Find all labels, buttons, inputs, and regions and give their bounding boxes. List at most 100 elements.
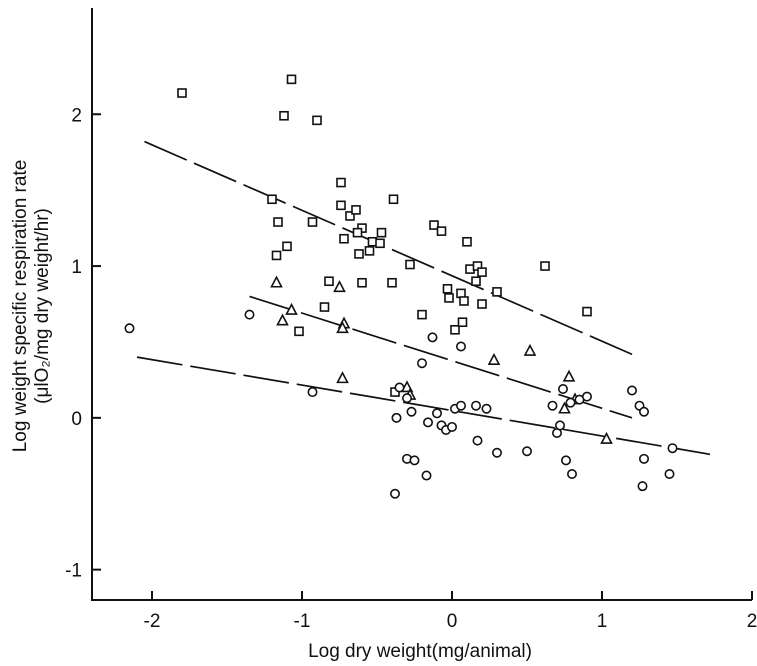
x-tick-label: -1 bbox=[294, 611, 311, 632]
x-axis-label: Log dry weight(mg/animal) bbox=[308, 641, 532, 662]
point-triangle bbox=[558, 401, 571, 414]
point-square bbox=[450, 325, 460, 335]
x-axis-ticks: -2 -1 0 1 2 bbox=[144, 591, 757, 632]
point-square bbox=[477, 267, 487, 277]
point-square bbox=[376, 227, 387, 238]
axis-frame bbox=[91, 8, 752, 601]
point-square bbox=[492, 287, 502, 297]
point-circle bbox=[581, 391, 592, 402]
point-triangle bbox=[523, 343, 537, 356]
point-square bbox=[354, 249, 364, 259]
point-triangle bbox=[276, 313, 289, 326]
point-circle bbox=[638, 406, 649, 417]
point-circle bbox=[491, 447, 502, 458]
point-square bbox=[459, 296, 469, 306]
point-square bbox=[339, 233, 349, 244]
point-circle bbox=[557, 384, 568, 395]
point-square bbox=[405, 259, 415, 270]
axes bbox=[91, 8, 752, 601]
point-circle bbox=[446, 421, 457, 432]
point-square bbox=[442, 284, 453, 294]
point-square bbox=[282, 241, 292, 252]
y-axis-ticks: -1 0 1 2 bbox=[65, 105, 101, 582]
point-triangle bbox=[270, 275, 283, 288]
point-square bbox=[324, 276, 334, 287]
point-circle bbox=[470, 400, 481, 411]
point-square bbox=[429, 220, 439, 230]
point-triangle bbox=[600, 431, 613, 444]
point-circle bbox=[401, 393, 412, 404]
point-circle bbox=[427, 332, 438, 343]
point-circle bbox=[307, 387, 318, 398]
point-square bbox=[336, 200, 346, 211]
point-circle bbox=[554, 420, 565, 431]
point-square bbox=[582, 306, 592, 317]
point-circle bbox=[416, 358, 427, 369]
point-square bbox=[357, 277, 367, 288]
regression-line-circle bbox=[136, 356, 711, 456]
point-circle bbox=[389, 488, 400, 499]
point-circle bbox=[664, 469, 675, 480]
point-circle bbox=[626, 385, 637, 396]
point-square bbox=[540, 261, 550, 271]
point-circle bbox=[421, 470, 432, 481]
point-triangle bbox=[487, 352, 501, 365]
point-square bbox=[477, 299, 487, 309]
point-square bbox=[177, 88, 187, 98]
point-circle bbox=[431, 408, 442, 419]
point-square bbox=[436, 226, 447, 236]
y-tick-label: 2 bbox=[71, 105, 82, 126]
point-square bbox=[375, 238, 385, 249]
point-triangle bbox=[333, 280, 346, 293]
point-square bbox=[286, 74, 297, 85]
point-circle bbox=[560, 455, 571, 466]
point-circle bbox=[406, 406, 417, 417]
x-tick-label: 1 bbox=[597, 611, 608, 632]
point-circle bbox=[455, 341, 466, 352]
point-triangle bbox=[336, 371, 349, 384]
point-square bbox=[457, 317, 468, 328]
point-square bbox=[352, 227, 363, 238]
point-circle bbox=[244, 309, 255, 320]
point-circle bbox=[566, 469, 577, 480]
point-square bbox=[345, 211, 355, 221]
regression-line-square bbox=[144, 140, 636, 357]
x-tick-label: -2 bbox=[144, 611, 161, 632]
point-circle bbox=[521, 446, 532, 457]
point-square bbox=[387, 277, 397, 288]
y-axis-unit-label: (μlO₂/mg dry weight/hr) bbox=[32, 208, 53, 404]
point-circle bbox=[638, 453, 649, 464]
y-tick-label: -1 bbox=[65, 561, 82, 582]
point-circle bbox=[409, 455, 420, 466]
point-circle bbox=[481, 403, 492, 414]
point-square bbox=[267, 194, 277, 205]
point-square bbox=[417, 309, 427, 320]
point-square bbox=[462, 236, 472, 247]
point-square bbox=[319, 302, 330, 312]
y-tick-label: 0 bbox=[71, 409, 82, 430]
point-triangle bbox=[562, 369, 576, 382]
point-square bbox=[294, 326, 304, 337]
point-circle bbox=[391, 412, 402, 423]
point-circle bbox=[394, 382, 405, 393]
point-circle bbox=[547, 400, 558, 411]
y-axis-label: Log weight specific respiration rate bbox=[10, 160, 31, 453]
point-square bbox=[364, 246, 375, 256]
point-square bbox=[273, 217, 283, 227]
point-circle bbox=[637, 481, 648, 492]
point-square bbox=[351, 205, 361, 215]
point-circle bbox=[565, 397, 576, 408]
point-triangle bbox=[285, 302, 298, 315]
point-square bbox=[271, 250, 282, 261]
point-square bbox=[307, 217, 318, 227]
point-square bbox=[471, 276, 481, 287]
point-square bbox=[279, 110, 289, 121]
point-circle bbox=[455, 400, 466, 411]
point-circle bbox=[422, 417, 433, 428]
point-triangle bbox=[336, 321, 349, 334]
x-tick-label: 0 bbox=[447, 611, 458, 632]
point-circle bbox=[124, 323, 135, 334]
point-square bbox=[444, 293, 454, 303]
point-circle bbox=[667, 443, 678, 454]
